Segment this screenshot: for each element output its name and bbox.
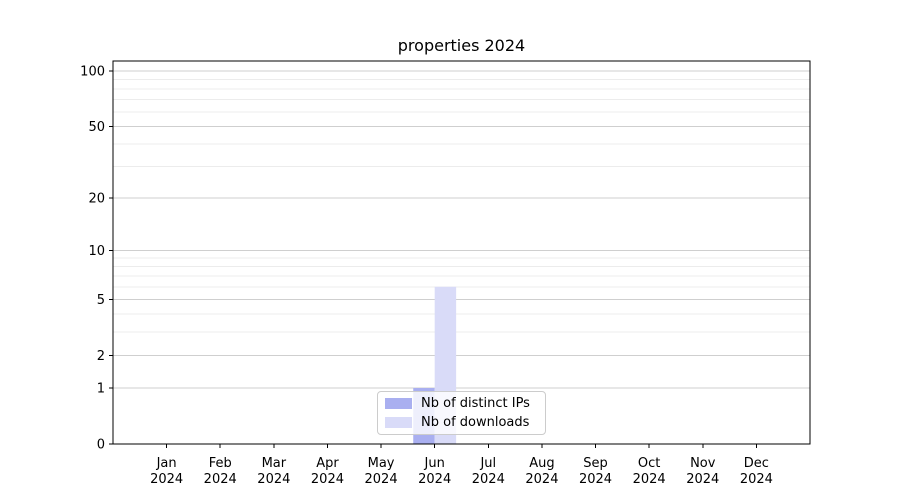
x-tick-label-year: 2024 xyxy=(257,472,290,487)
x-tick-label-month: Mar xyxy=(262,456,287,471)
x-tick-label-month: Dec xyxy=(744,456,769,471)
y-tick-label: 5 xyxy=(97,293,105,308)
legend-item-distinct-ips: Nb of distinct IPs xyxy=(385,396,537,411)
x-tick-label-month: Nov xyxy=(690,456,716,471)
legend-swatch-downloads xyxy=(385,417,412,428)
x-tick-label-month: Jan xyxy=(156,456,177,471)
legend-label-downloads: Nb of downloads xyxy=(421,415,530,430)
x-tick-label-month: Jul xyxy=(479,456,496,471)
x-tick-label-month: Apr xyxy=(316,456,339,471)
y-tick-label: 0 xyxy=(97,438,105,453)
x-tick-label-year: 2024 xyxy=(204,472,237,487)
x-tick-label-year: 2024 xyxy=(472,472,505,487)
x-tick-label-year: 2024 xyxy=(579,472,612,487)
x-tick-label-month: Sep xyxy=(583,456,608,471)
x-tick-label-year: 2024 xyxy=(150,472,183,487)
x-tick-label-month: Jun xyxy=(424,456,445,471)
y-tick-label: 100 xyxy=(80,65,105,80)
x-tick-label-year: 2024 xyxy=(525,472,558,487)
legend: Nb of distinct IPs Nb of downloads xyxy=(377,391,546,435)
x-tick-label-year: 2024 xyxy=(311,472,344,487)
x-tick-label-month: May xyxy=(368,456,395,471)
x-tick-label-year: 2024 xyxy=(418,472,451,487)
x-tick-label-month: Feb xyxy=(209,456,232,471)
y-tick-label: 1 xyxy=(97,382,105,397)
x-tick-label-month: Aug xyxy=(529,456,554,471)
x-tick-label-year: 2024 xyxy=(365,472,398,487)
x-tick-label-month: Oct xyxy=(638,456,660,471)
chart-title: properties 2024 xyxy=(397,36,526,55)
y-tick-label: 20 xyxy=(88,192,105,207)
x-tick-label-year: 2024 xyxy=(633,472,666,487)
x-tick-label-year: 2024 xyxy=(686,472,719,487)
y-tick-label: 10 xyxy=(88,244,105,259)
axes-spines xyxy=(112,60,811,445)
legend-swatch-distinct-ips xyxy=(385,398,412,409)
legend-item-downloads: Nb of downloads xyxy=(385,415,537,430)
x-tick-label-year: 2024 xyxy=(740,472,773,487)
y-tick-label: 50 xyxy=(88,120,105,135)
legend-label-distinct-ips: Nb of distinct IPs xyxy=(421,396,530,411)
y-tick-label: 2 xyxy=(97,349,105,364)
